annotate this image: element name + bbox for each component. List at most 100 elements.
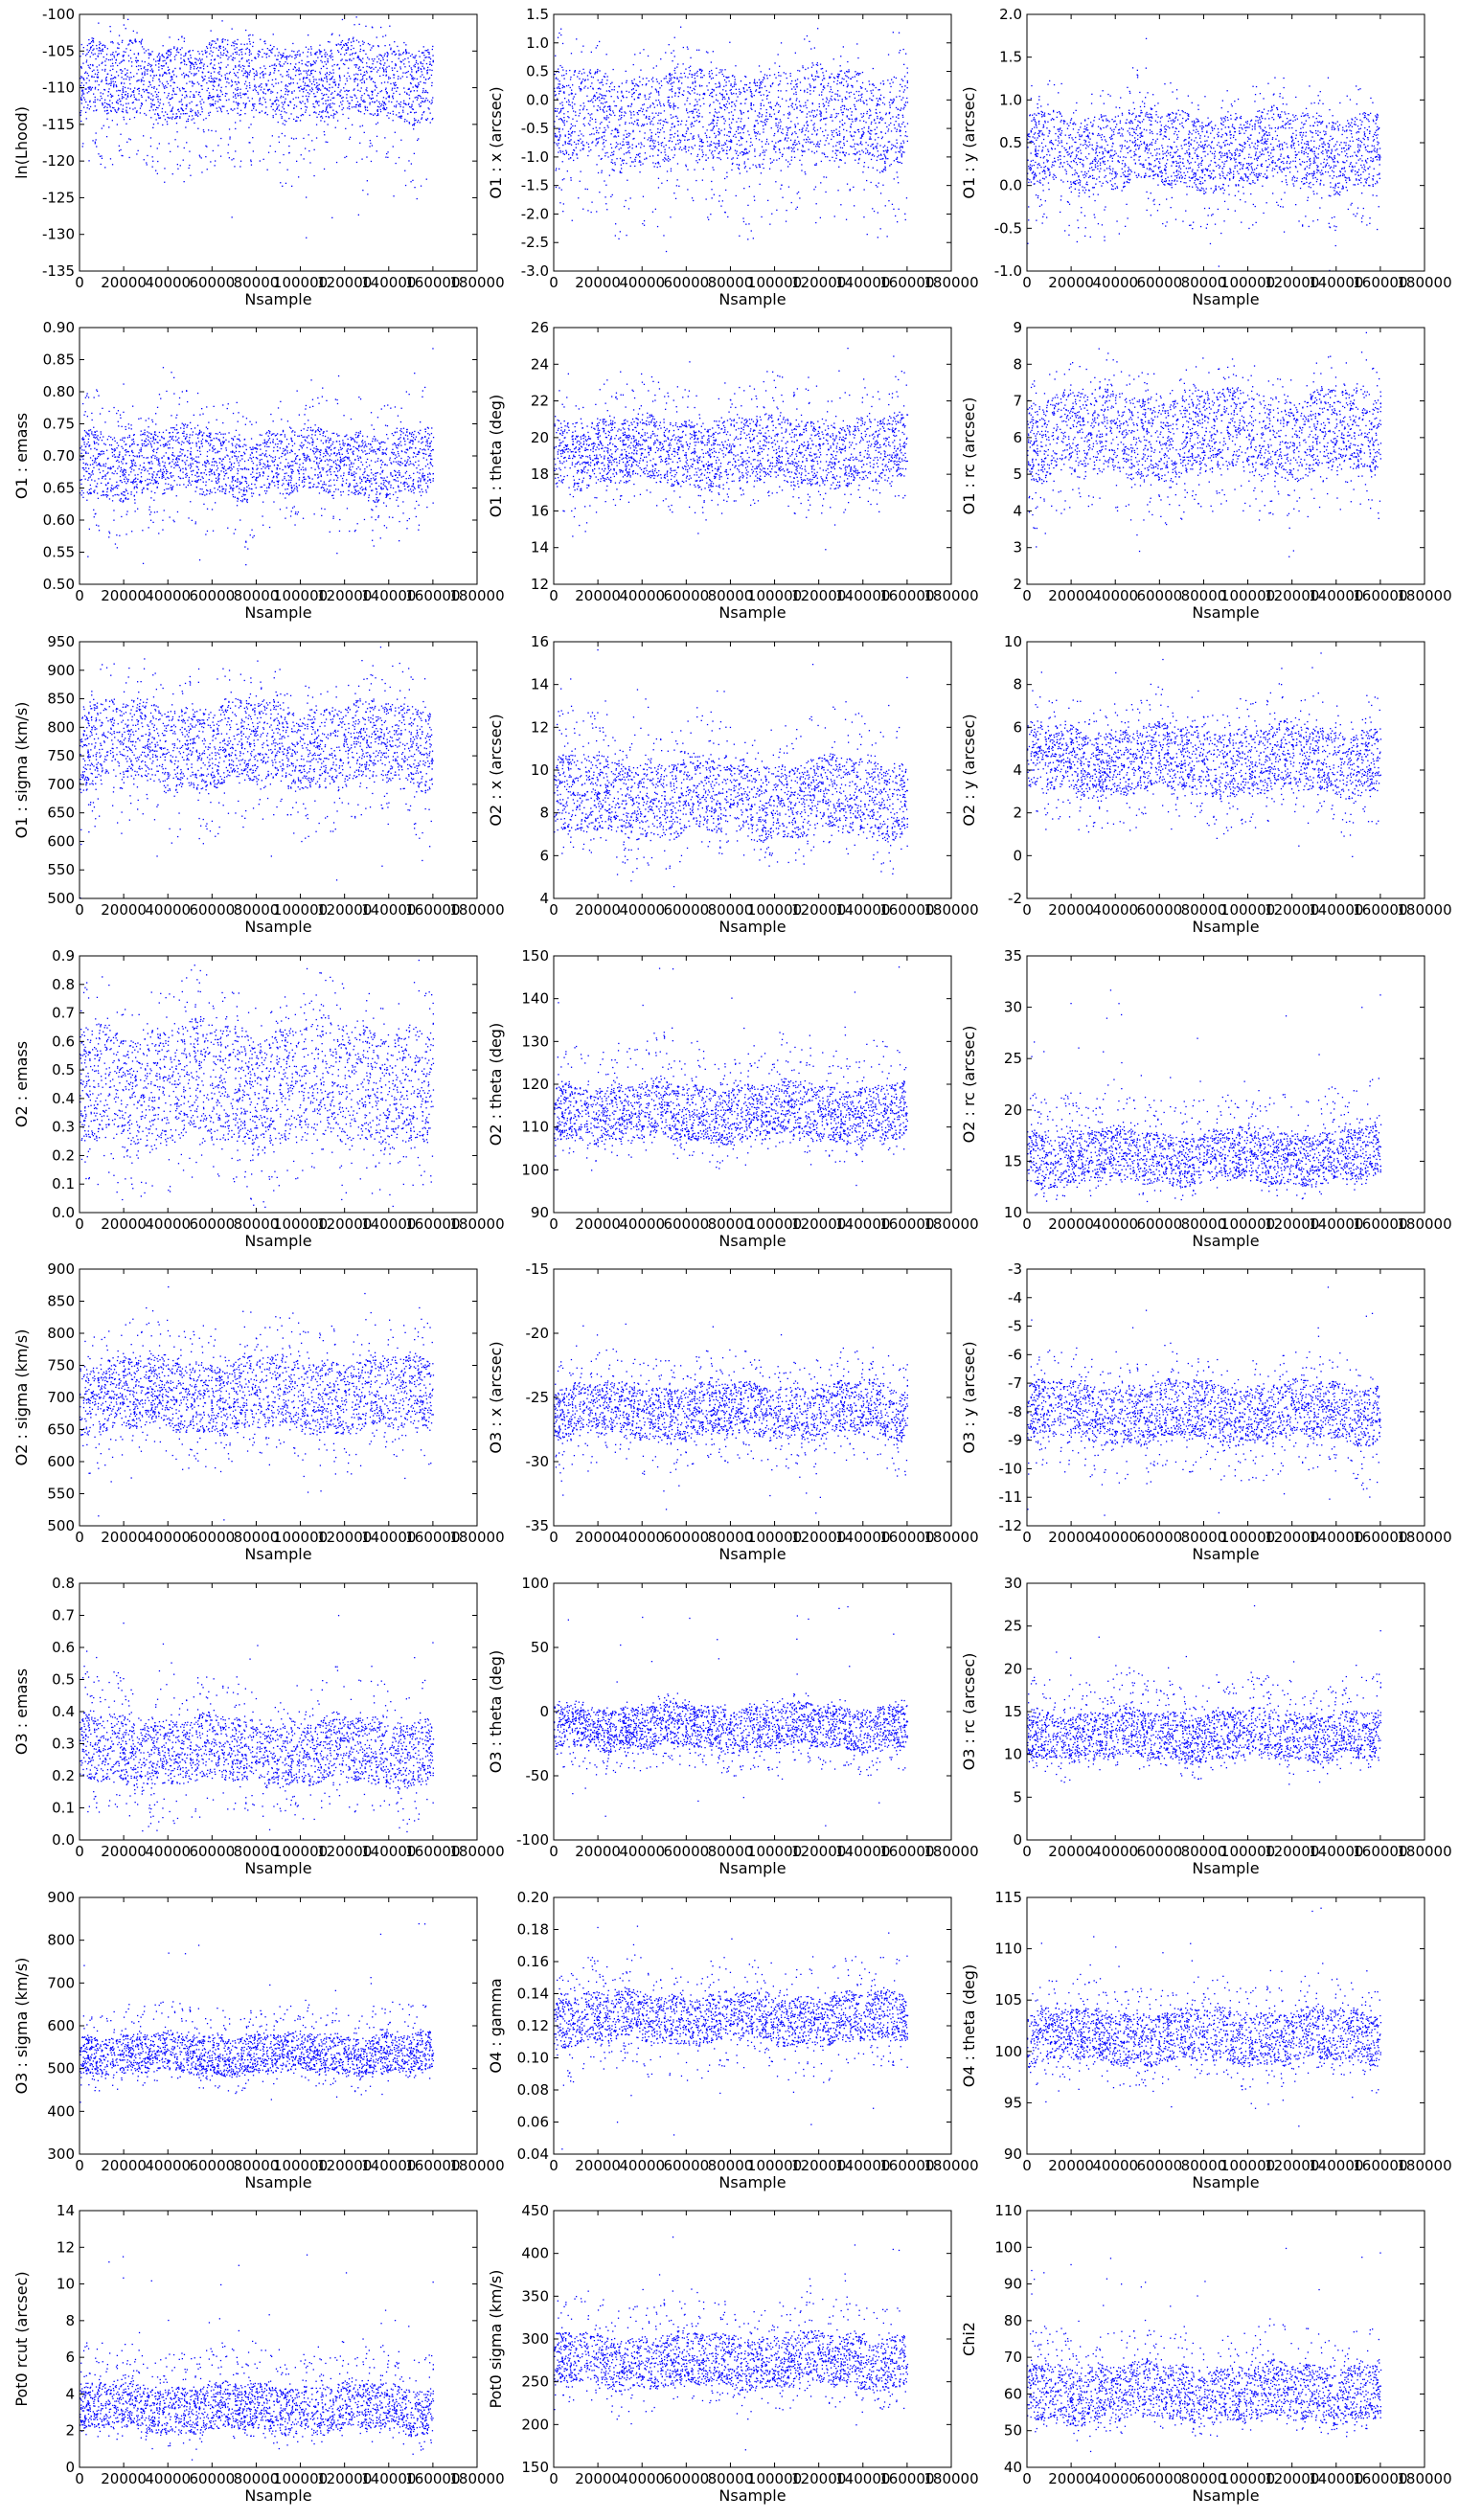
trace-point xyxy=(564,120,565,121)
trace-point xyxy=(722,116,723,117)
trace-point xyxy=(286,56,287,57)
trace-point xyxy=(243,102,244,103)
trace-point xyxy=(846,91,847,92)
trace-point xyxy=(674,56,675,57)
trace-point xyxy=(565,142,566,143)
trace-point xyxy=(669,89,670,90)
trace-point xyxy=(856,118,857,119)
trace-point xyxy=(792,144,793,145)
trace-point xyxy=(258,51,259,52)
trace-point xyxy=(349,102,350,103)
trace-point xyxy=(670,129,671,130)
trace-point xyxy=(609,108,610,109)
trace-point xyxy=(595,119,596,120)
trace-point xyxy=(220,100,221,101)
trace-point xyxy=(868,131,869,132)
trace-point xyxy=(411,71,412,72)
trace-point xyxy=(755,85,756,86)
trace-panel-1: 0 200004000060000800001000001200001400001… xyxy=(12,6,505,308)
trace-point xyxy=(168,117,169,118)
trace-point xyxy=(280,74,281,75)
trace-point xyxy=(621,117,622,118)
trace-point xyxy=(665,119,666,120)
trace-point xyxy=(558,108,559,109)
trace-point xyxy=(823,78,824,79)
trace-point xyxy=(99,64,100,65)
trace-point xyxy=(586,142,587,143)
trace-point xyxy=(769,106,770,107)
trace-point xyxy=(313,112,314,113)
trace-point xyxy=(825,156,826,157)
trace-point xyxy=(103,107,104,108)
trace-point xyxy=(276,103,277,104)
trace-point xyxy=(245,103,246,104)
trace-point xyxy=(736,137,737,138)
trace-point xyxy=(393,82,394,83)
trace-point xyxy=(189,102,190,103)
trace-point xyxy=(337,93,338,94)
trace-point xyxy=(283,123,284,124)
trace-point xyxy=(390,83,391,84)
trace-point xyxy=(243,66,244,67)
trace-point xyxy=(865,153,866,154)
trace-point xyxy=(279,142,280,143)
trace-point xyxy=(761,216,762,217)
trace-point xyxy=(87,104,88,105)
trace-point xyxy=(718,143,719,144)
trace-point xyxy=(306,64,307,65)
trace-point xyxy=(750,91,751,92)
trace-point xyxy=(860,141,861,142)
trace-point xyxy=(630,117,631,118)
trace-point xyxy=(427,67,428,68)
trace-point xyxy=(840,141,841,142)
trace-point xyxy=(668,161,669,162)
trace-point xyxy=(373,45,374,46)
trace-point xyxy=(82,143,83,144)
trace-point xyxy=(150,84,151,85)
trace-point xyxy=(817,129,818,130)
trace-point xyxy=(253,69,254,70)
trace-point xyxy=(249,52,250,53)
trace-point xyxy=(703,94,704,95)
trace-point xyxy=(850,131,851,132)
trace-point xyxy=(717,123,718,124)
x-tick-label: 40000 xyxy=(145,274,191,291)
trace-point xyxy=(171,76,172,77)
trace-point xyxy=(148,55,149,56)
trace-point xyxy=(628,144,629,145)
trace-point xyxy=(557,111,558,112)
trace-point xyxy=(119,44,120,45)
trace-point xyxy=(304,158,305,159)
trace-point xyxy=(789,164,790,165)
trace-point xyxy=(671,83,672,84)
trace-point xyxy=(877,160,878,161)
trace-point xyxy=(367,193,368,194)
trace-point xyxy=(249,142,250,143)
trace-point xyxy=(186,64,187,65)
trace-point xyxy=(655,100,656,101)
trace-point xyxy=(597,69,598,70)
trace-point xyxy=(735,105,736,106)
trace-point xyxy=(828,105,829,106)
trace-point xyxy=(164,168,165,169)
trace-point xyxy=(600,109,601,110)
trace-point xyxy=(325,101,326,102)
trace-point xyxy=(590,69,591,70)
trace-point xyxy=(712,197,713,198)
trace-point xyxy=(273,72,274,73)
trace-point xyxy=(807,100,808,101)
trace-point xyxy=(385,157,386,158)
trace-point xyxy=(223,50,224,51)
trace-point xyxy=(873,144,874,145)
trace-point xyxy=(729,136,730,137)
trace-point xyxy=(722,95,723,96)
trace-point xyxy=(306,73,307,74)
trace-point xyxy=(278,55,279,56)
trace-point xyxy=(429,69,430,70)
trace-point xyxy=(347,45,348,46)
trace-point xyxy=(588,147,589,148)
trace-point xyxy=(817,28,818,29)
trace-point xyxy=(201,157,202,158)
trace-point xyxy=(245,30,246,31)
trace-point xyxy=(601,94,602,95)
